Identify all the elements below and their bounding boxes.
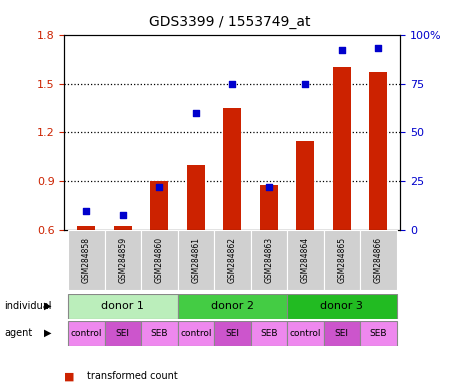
Bar	[141, 230, 177, 290]
Bar	[177, 294, 286, 319]
Text: donor 2: donor 2	[210, 301, 253, 311]
Bar	[68, 321, 104, 346]
Text: SEI: SEI	[225, 329, 239, 338]
Text: control: control	[179, 329, 211, 338]
Text: control: control	[289, 329, 320, 338]
Bar	[250, 230, 286, 290]
Bar	[286, 230, 323, 290]
Text: donor 3: donor 3	[319, 301, 363, 311]
Bar	[359, 321, 396, 346]
Text: SEB: SEB	[150, 329, 168, 338]
Text: individual: individual	[5, 301, 52, 311]
Bar	[369, 72, 386, 230]
Bar	[186, 165, 204, 230]
Bar	[259, 185, 277, 230]
Bar	[323, 321, 359, 346]
Bar	[332, 67, 350, 230]
Bar	[141, 321, 177, 346]
Text: GSM284866: GSM284866	[373, 237, 382, 283]
Text: transformed count: transformed count	[87, 371, 178, 381]
Text: GSM284865: GSM284865	[336, 237, 346, 283]
Text: GSM284863: GSM284863	[264, 237, 273, 283]
Bar	[104, 321, 141, 346]
Point	[228, 81, 235, 87]
Bar	[213, 321, 250, 346]
Text: agent: agent	[5, 328, 33, 338]
Text: GSM284861: GSM284861	[191, 237, 200, 283]
Point	[83, 208, 90, 214]
Text: donor 1: donor 1	[101, 301, 144, 311]
Text: ▶: ▶	[44, 301, 51, 311]
Bar	[150, 182, 168, 230]
Bar	[68, 230, 104, 290]
Bar	[323, 230, 359, 290]
Point	[192, 110, 199, 116]
Text: GSM284860: GSM284860	[155, 237, 163, 283]
Bar	[213, 230, 250, 290]
Text: SEB: SEB	[259, 329, 277, 338]
Text: ▶: ▶	[44, 328, 51, 338]
Text: control: control	[70, 329, 102, 338]
Bar	[104, 230, 141, 290]
Text: SEI: SEI	[334, 329, 348, 338]
Bar	[113, 225, 132, 230]
Bar	[286, 294, 396, 319]
Point	[374, 45, 381, 51]
Point	[301, 81, 308, 87]
Bar	[250, 321, 286, 346]
Point	[337, 47, 345, 53]
Bar	[296, 141, 314, 230]
Bar	[359, 230, 396, 290]
Bar	[223, 108, 241, 230]
Bar	[286, 321, 323, 346]
Text: SEI: SEI	[116, 329, 129, 338]
Text: GSM284862: GSM284862	[227, 237, 236, 283]
Bar	[68, 294, 177, 319]
Text: GSM284864: GSM284864	[300, 237, 309, 283]
Text: GSM284858: GSM284858	[82, 237, 90, 283]
Text: SEB: SEB	[369, 329, 386, 338]
Text: GSM284859: GSM284859	[118, 237, 127, 283]
Text: GDS3399 / 1553749_at: GDS3399 / 1553749_at	[149, 15, 310, 29]
Text: ■: ■	[64, 371, 75, 381]
Bar	[177, 321, 213, 346]
Point	[155, 184, 162, 190]
Point	[119, 212, 126, 218]
Bar	[177, 230, 213, 290]
Bar	[77, 225, 95, 230]
Point	[264, 184, 272, 190]
